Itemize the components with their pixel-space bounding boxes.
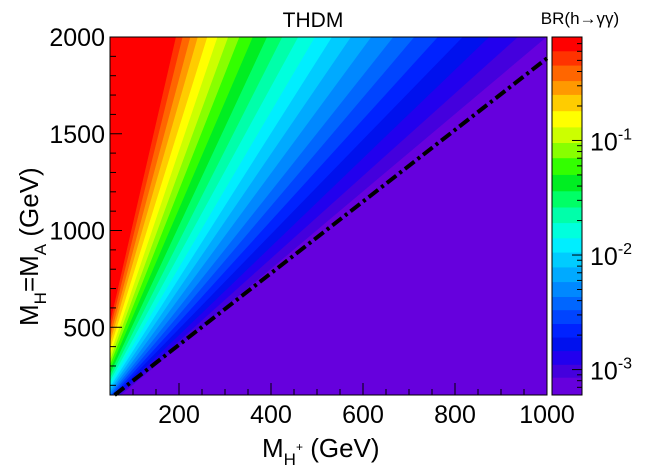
color-bar-segment xyxy=(552,337,582,352)
plot-area xyxy=(110,37,547,395)
color-bar-segment xyxy=(552,364,582,379)
color-bar-segment xyxy=(552,282,582,298)
color-bar-segment xyxy=(552,111,582,128)
color-bar: 10-1 10-2 10-3 xyxy=(551,36,632,396)
x-tick-label: 400 xyxy=(250,401,292,429)
z-tick-label: 10-3 xyxy=(590,356,632,386)
color-bar-segment xyxy=(552,252,582,268)
z-tick-label: 10-2 xyxy=(590,241,632,271)
color-bar-segment xyxy=(552,238,582,254)
chart-title: THDM xyxy=(283,9,344,32)
z-tick-label: 10-1 xyxy=(590,126,632,156)
color-bar-segment xyxy=(552,94,582,112)
x-axis-label: MH+ (GeV) xyxy=(262,433,380,469)
color-bar-segment xyxy=(552,377,582,396)
y-tick-label: 1500 xyxy=(49,121,105,149)
y-tick-label: 500 xyxy=(63,314,105,342)
color-bar-segment xyxy=(552,267,582,283)
color-bar-segment xyxy=(552,127,582,144)
color-bar-segment xyxy=(552,297,582,311)
plot-frame xyxy=(109,36,548,396)
x-tick-label: 200 xyxy=(158,401,200,429)
color-bar-segment xyxy=(552,37,582,52)
color-bar-segment xyxy=(552,310,582,325)
color-bar-segment xyxy=(552,207,582,224)
color-bar-frame xyxy=(551,36,583,396)
color-bar-segment xyxy=(552,158,582,176)
y-tick-label: 1000 xyxy=(49,218,105,246)
color-bar-segment xyxy=(552,65,582,82)
x-tick-label: 800 xyxy=(434,401,476,429)
color-bar-segment xyxy=(552,191,582,208)
color-bar-segment xyxy=(552,174,582,192)
y-axis-label: MH=MA (GeV) xyxy=(14,167,50,326)
x-tick-label: 1000 xyxy=(519,401,575,429)
color-bar-segment xyxy=(552,81,582,96)
x-tick-label: 600 xyxy=(342,401,384,429)
color-bar-segment xyxy=(552,143,582,159)
y-tick-label: 2000 xyxy=(49,24,105,52)
color-bar-segment xyxy=(552,324,582,339)
z-axis-label: BR(h→γγ) xyxy=(541,9,619,28)
color-bar-segment xyxy=(552,351,582,366)
color-bar-segment xyxy=(552,51,582,67)
x-axis: 200 400 600 800 1000 xyxy=(132,383,575,429)
color-bar-segment xyxy=(552,223,582,239)
y-axis: 500 1000 1500 2000 xyxy=(49,24,122,386)
